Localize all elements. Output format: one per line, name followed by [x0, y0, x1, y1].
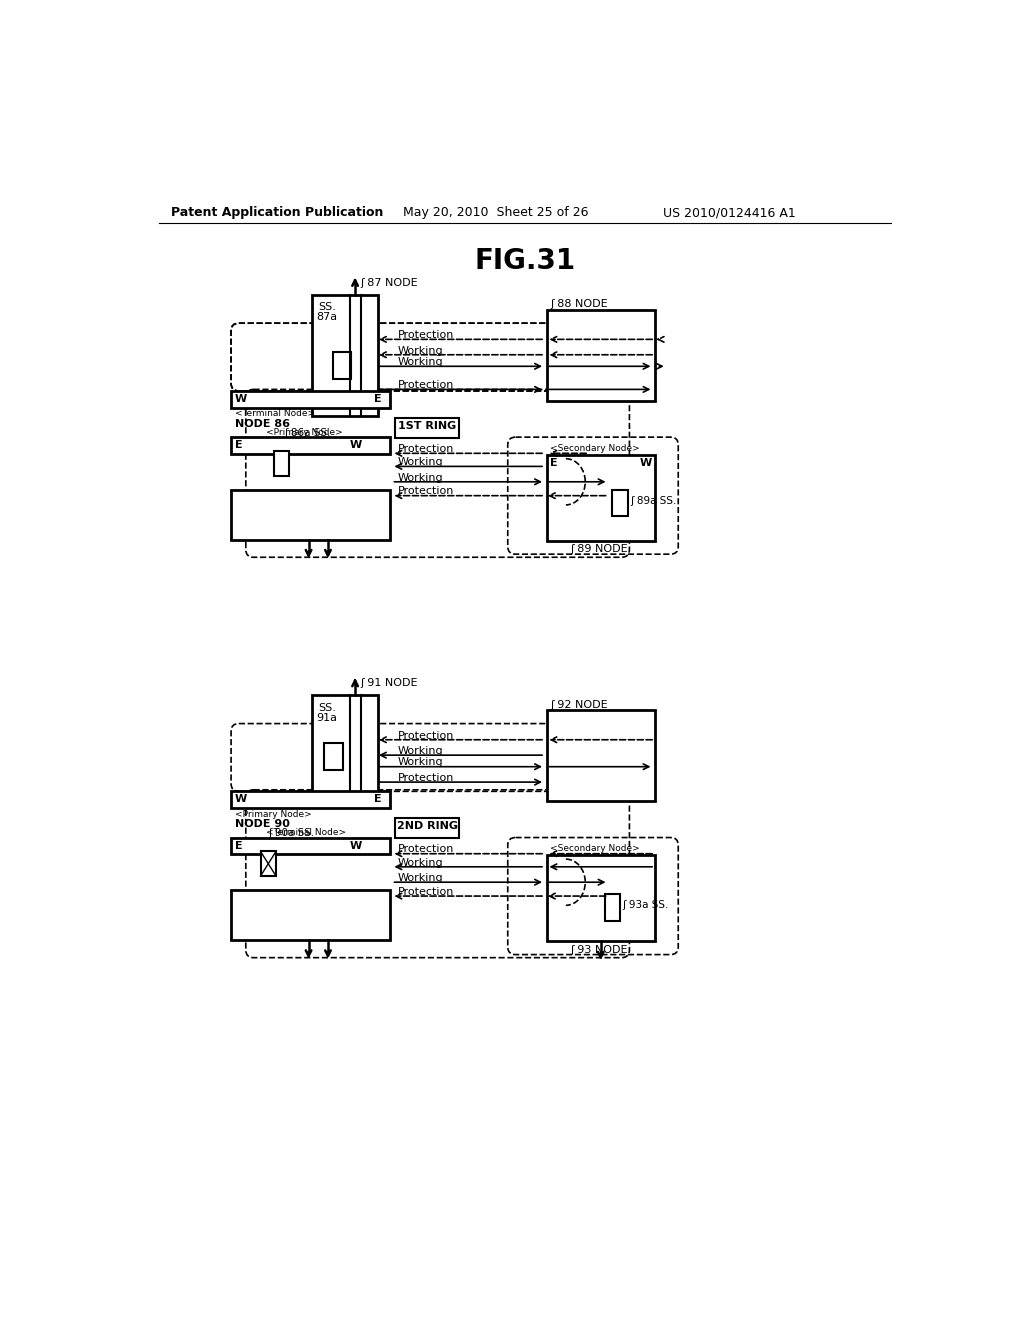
Text: Protection: Protection — [397, 887, 454, 896]
Text: Working: Working — [397, 858, 443, 867]
Bar — [273, 451, 289, 475]
Text: Protection: Protection — [397, 730, 454, 741]
Text: E: E — [375, 795, 382, 804]
Text: <Terminal Node>: <Terminal Node> — [234, 409, 315, 418]
Bar — [547, 310, 655, 401]
Bar — [260, 851, 276, 876]
Text: Working: Working — [397, 358, 443, 367]
Bar — [604, 894, 621, 921]
Bar — [395, 418, 459, 438]
Text: 1ST RING: 1ST RING — [398, 421, 457, 430]
Text: ʃ 92 NODE: ʃ 92 NODE — [550, 700, 608, 710]
Text: ʃ 91 NODE: ʃ 91 NODE — [360, 678, 418, 688]
Text: Working: Working — [397, 457, 443, 467]
Text: ʃ 87 NODE: ʃ 87 NODE — [360, 277, 418, 288]
Text: ʃ 89 NODE: ʃ 89 NODE — [569, 544, 628, 554]
Text: E: E — [375, 395, 382, 404]
Bar — [231, 391, 390, 408]
Text: ʃ 90a SS.: ʃ 90a SS. — [268, 829, 314, 838]
Text: Protection: Protection — [397, 330, 454, 341]
Bar — [231, 890, 390, 940]
Text: <Primary Node>: <Primary Node> — [266, 428, 343, 437]
Text: FIG.31: FIG.31 — [474, 247, 575, 275]
Text: W: W — [234, 795, 247, 804]
Text: <Secondary Node>: <Secondary Node> — [550, 845, 640, 854]
Text: Protection: Protection — [397, 444, 454, 454]
Text: W: W — [349, 841, 361, 850]
Bar — [312, 294, 378, 416]
Bar — [231, 437, 390, 454]
Bar — [324, 743, 343, 770]
Bar — [231, 792, 390, 808]
Bar — [395, 818, 459, 838]
Text: Working: Working — [397, 473, 443, 483]
Text: ʃ 88 NODE: ʃ 88 NODE — [550, 300, 608, 309]
Text: E: E — [234, 441, 243, 450]
Text: <Primary Node>: <Primary Node> — [234, 810, 311, 818]
Text: 87a: 87a — [316, 313, 338, 322]
Text: Patent Application Publication: Patent Application Publication — [171, 206, 383, 219]
Bar — [231, 490, 390, 540]
Text: ʃ 93 NODE: ʃ 93 NODE — [569, 945, 628, 954]
Text: SS.: SS. — [318, 302, 337, 313]
Text: W: W — [234, 395, 247, 404]
Text: Protection: Protection — [397, 380, 454, 391]
Bar — [612, 490, 628, 516]
Text: ʃ 86a SS.: ʃ 86a SS. — [284, 428, 330, 438]
Bar — [547, 455, 655, 541]
Text: US 2010/0124416 A1: US 2010/0124416 A1 — [663, 206, 796, 219]
Text: Working: Working — [397, 873, 443, 883]
Text: <Terminal Node>: <Terminal Node> — [266, 829, 346, 837]
Bar — [312, 696, 378, 807]
Text: E: E — [550, 458, 558, 467]
Text: Working: Working — [397, 346, 443, 355]
Bar — [547, 855, 655, 941]
Text: 2ND RING: 2ND RING — [396, 821, 458, 832]
Bar — [231, 837, 390, 854]
Text: E: E — [234, 841, 243, 850]
Text: Protection: Protection — [397, 845, 454, 854]
Text: May 20, 2010  Sheet 25 of 26: May 20, 2010 Sheet 25 of 26 — [403, 206, 589, 219]
Text: NODE 86: NODE 86 — [234, 418, 290, 429]
Text: ʃ 93a SS.: ʃ 93a SS. — [623, 900, 669, 909]
Bar — [333, 352, 351, 379]
Text: Protection: Protection — [397, 487, 454, 496]
Text: 91a: 91a — [316, 713, 337, 723]
Text: <Secondary Node>: <Secondary Node> — [550, 444, 640, 453]
Text: ʃ 89a SS.: ʃ 89a SS. — [630, 496, 677, 506]
Text: Protection: Protection — [397, 774, 454, 783]
Text: Working: Working — [397, 746, 443, 756]
Text: NODE 90: NODE 90 — [234, 818, 290, 829]
Text: W: W — [349, 441, 361, 450]
Text: Working: Working — [397, 758, 443, 767]
Text: W: W — [640, 458, 651, 467]
Bar — [547, 710, 655, 801]
Text: SS.: SS. — [318, 702, 337, 713]
